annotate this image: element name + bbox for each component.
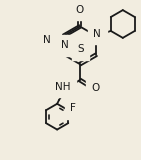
- Text: F: F: [70, 103, 76, 113]
- Text: NH: NH: [55, 82, 71, 92]
- Text: O: O: [76, 5, 84, 15]
- Text: N: N: [43, 35, 50, 45]
- Text: S: S: [77, 44, 84, 54]
- Text: O: O: [92, 83, 100, 93]
- Text: N: N: [61, 40, 69, 50]
- Text: N: N: [93, 29, 101, 39]
